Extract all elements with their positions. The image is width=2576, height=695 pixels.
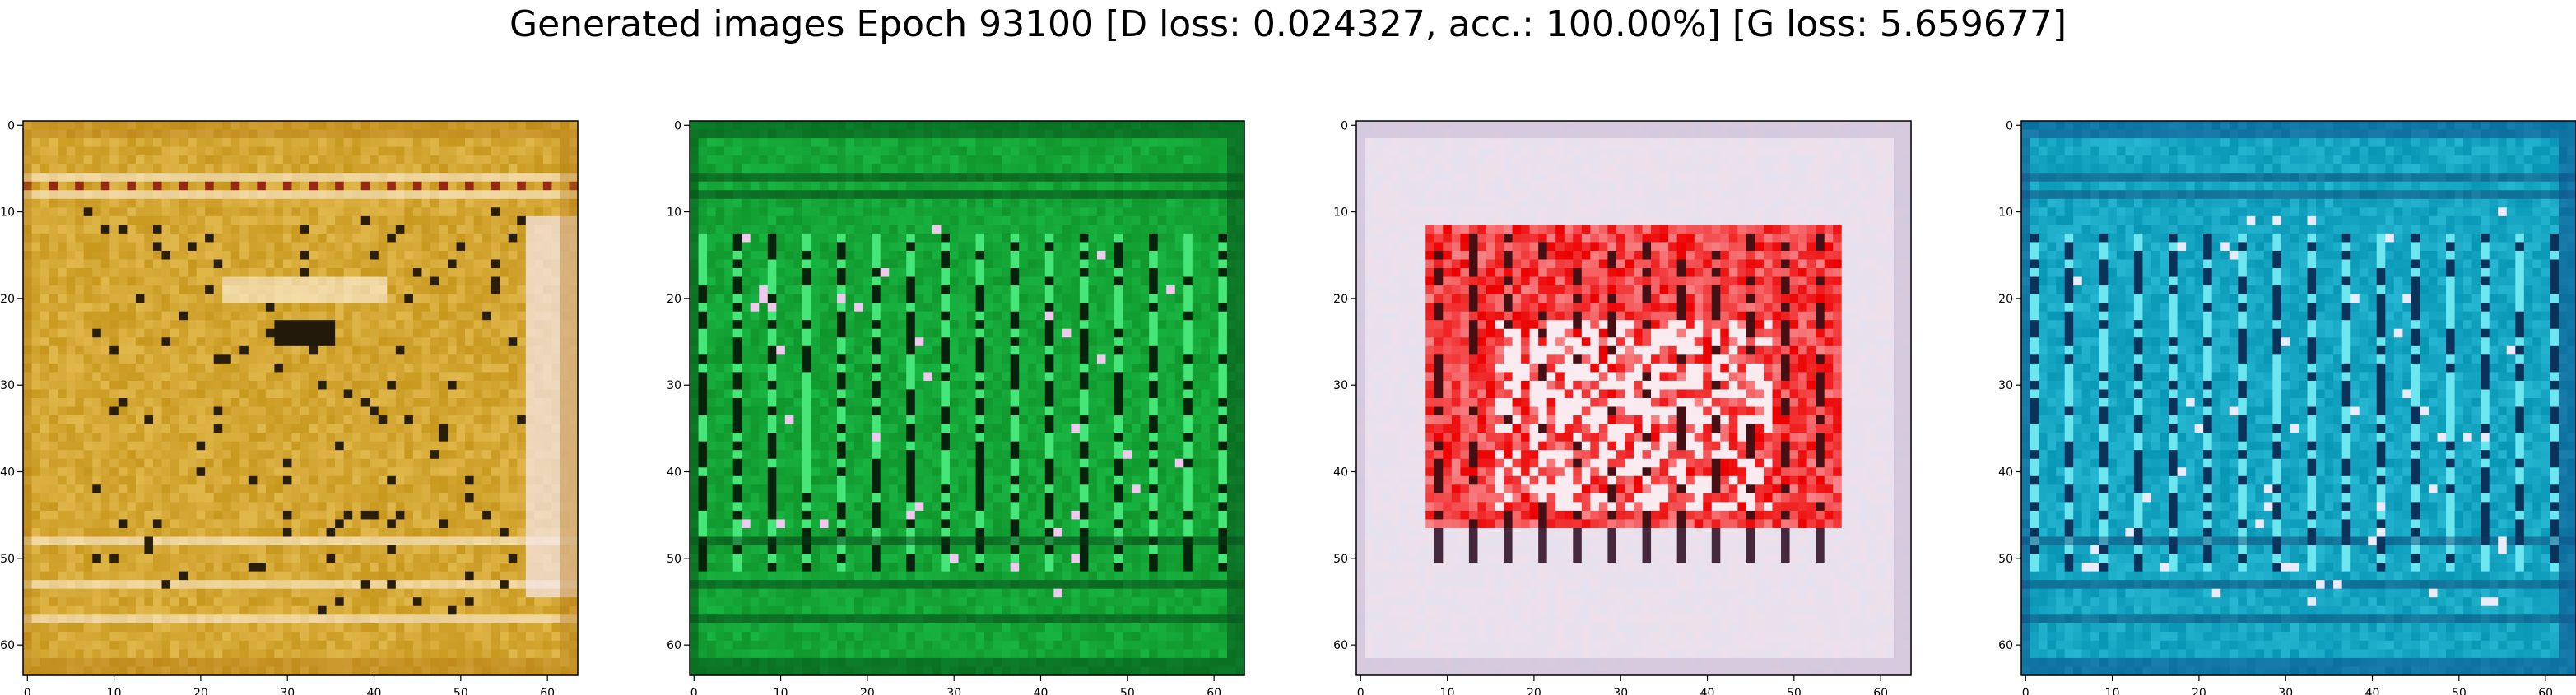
figure-title: Generated images Epoch 93100 [D loss: 0.… — [509, 3, 2067, 45]
x-tick-label: 40 — [1700, 687, 1715, 695]
x-tick-label: 0 — [1357, 687, 1365, 695]
y-tick-label: 10 — [1998, 206, 2013, 220]
x-tick-label: 0 — [690, 687, 698, 695]
axes-frame — [2020, 120, 2576, 676]
x-tick-label: 40 — [2365, 687, 2380, 695]
image-panel-1: 0 10 20 30 40 50 60 0 10 20 30 40 50 60 — [0, 119, 579, 695]
y-tick-label: 30 — [667, 379, 681, 392]
y-tick-label: 50 — [0, 553, 15, 566]
x-tick-label: 20 — [860, 687, 875, 695]
image-panel-4: 0 10 20 30 40 50 60 0 10 20 30 40 50 60 — [1998, 119, 2576, 695]
y-tick-label: 20 — [1333, 293, 1348, 306]
x-tick-label: 30 — [280, 687, 295, 695]
x-tick-label: 60 — [2538, 687, 2553, 695]
x-tick-label: 40 — [367, 687, 382, 695]
image-panel-3: 0 10 20 30 40 50 60 0 10 20 30 40 50 60 — [1333, 119, 1912, 695]
generated-image-pixels — [1356, 121, 1912, 676]
axes-frame — [22, 120, 579, 676]
x-tick-label: 10 — [107, 687, 122, 695]
y-tick-label: 20 — [0, 293, 15, 306]
y-tick-label: 0 — [7, 119, 15, 132]
y-tick-label: 60 — [0, 639, 15, 652]
x-tick-label: 50 — [1787, 687, 1802, 695]
x-tick-label: 30 — [1613, 687, 1628, 695]
y-tick-label: 30 — [1333, 379, 1348, 392]
x-tick-label: 30 — [946, 687, 961, 695]
x-tick-label: 60 — [540, 687, 555, 695]
x-tick-label: 50 — [453, 687, 468, 695]
y-tick-label: 50 — [667, 553, 681, 566]
y-tick-label: 40 — [0, 466, 15, 480]
y-tick-label: 0 — [674, 119, 681, 132]
x-tick-label: 50 — [2452, 687, 2467, 695]
generated-image-pixels — [2021, 121, 2576, 676]
x-tick-label: 20 — [2192, 687, 2206, 695]
y-tick-label: 10 — [1333, 206, 1348, 220]
y-tick-label: 50 — [1998, 553, 2013, 566]
x-tick-label: 20 — [1527, 687, 1541, 695]
x-tick-label: 0 — [2022, 687, 2030, 695]
x-tick-label: 10 — [774, 687, 788, 695]
y-tick-label: 30 — [0, 379, 15, 392]
x-tick-label: 50 — [1120, 687, 1135, 695]
y-tick-label: 30 — [1998, 379, 2013, 392]
y-tick-label: 20 — [1998, 293, 2013, 306]
x-tick-label: 20 — [193, 687, 208, 695]
y-tick-label: 0 — [1341, 119, 1348, 132]
axes-frame — [689, 120, 1245, 676]
axes-frame — [1355, 120, 1912, 676]
y-tick-label: 0 — [2006, 119, 2013, 132]
y-tick-label: 60 — [1333, 639, 1348, 652]
y-tick-label: 40 — [1333, 466, 1348, 480]
x-tick-label: 10 — [1440, 687, 1455, 695]
y-tick-label: 40 — [1998, 466, 2013, 480]
y-tick-label: 20 — [667, 293, 681, 306]
y-tick-label: 10 — [0, 206, 15, 220]
y-tick-label: 40 — [667, 466, 681, 480]
x-tick-label: 60 — [1873, 687, 1888, 695]
y-tick-label: 10 — [667, 206, 681, 220]
generated-image-pixels — [23, 121, 579, 676]
y-tick-label: 60 — [1998, 639, 2013, 652]
x-tick-label: 30 — [2278, 687, 2293, 695]
x-tick-label: 0 — [24, 687, 31, 695]
image-panel-2: 0 10 20 30 40 50 60 0 10 20 30 40 50 60 — [667, 119, 1245, 695]
x-tick-label: 10 — [2105, 687, 2120, 695]
generated-image-pixels — [690, 121, 1245, 676]
y-tick-label: 50 — [1333, 553, 1348, 566]
y-tick-label: 60 — [667, 639, 681, 652]
x-tick-label: 40 — [1034, 687, 1049, 695]
x-tick-label: 60 — [1207, 687, 1221, 695]
